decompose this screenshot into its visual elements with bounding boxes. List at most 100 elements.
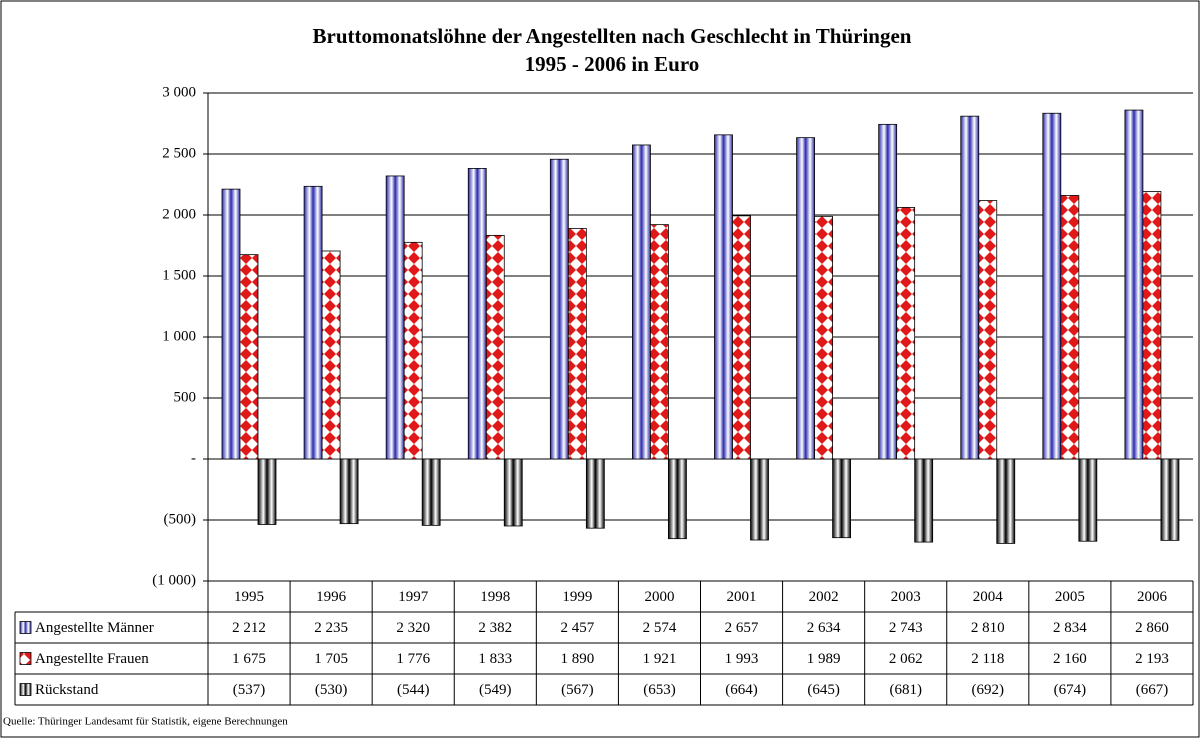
bar	[221, 188, 241, 460]
bar	[1060, 195, 1080, 460]
bar	[1160, 458, 1180, 541]
legend-key	[19, 652, 32, 665]
bar	[814, 215, 833, 460]
table-value: (549)	[479, 682, 512, 698]
bar	[978, 200, 998, 460]
bar	[650, 224, 669, 460]
table-value: (681)	[889, 682, 922, 698]
table-value: 1 776	[396, 651, 430, 667]
bar	[1042, 112, 1062, 460]
bar	[1124, 109, 1144, 460]
bar	[257, 458, 277, 525]
bar	[239, 254, 259, 460]
bar	[567, 228, 587, 460]
bar	[403, 241, 423, 460]
table-value: 1 921	[643, 651, 677, 667]
x-tick-label: 2006	[1137, 589, 1168, 605]
table-value: 1 705	[314, 651, 348, 667]
y-tick-label: 1 500	[162, 267, 196, 283]
table-value: (537)	[233, 682, 266, 698]
table-value: 2 657	[725, 620, 759, 636]
bar	[485, 234, 505, 460]
x-tick-label: 2000	[644, 589, 674, 605]
bar	[960, 115, 980, 460]
bar	[996, 458, 1016, 544]
bar	[896, 207, 916, 460]
table-value: 2 382	[478, 620, 512, 636]
table-value: (692)	[972, 682, 1005, 698]
x-tick-label: 1998	[480, 589, 510, 605]
table-value: 2 634	[807, 620, 841, 636]
bar	[585, 458, 605, 529]
table-value: 2 834	[1053, 620, 1087, 636]
chart-title: Bruttomonatslöhne der Angestellten nach …	[313, 24, 912, 48]
table-value: 1 989	[807, 651, 841, 667]
source-note: Quelle: Thüringer Landesamt für Statisti…	[3, 716, 288, 728]
legend-key	[19, 621, 32, 634]
y-tick-label: 2 000	[162, 206, 196, 222]
table-value: (674)	[1054, 682, 1087, 698]
table-value: 2 810	[971, 620, 1005, 636]
legend-label: Angestellte Frauen	[35, 651, 149, 667]
table-value: 2 457	[561, 620, 595, 636]
bar	[339, 458, 359, 525]
bar	[385, 175, 405, 460]
bar	[796, 137, 815, 460]
bar	[732, 215, 751, 460]
table-value: 2 743	[889, 620, 923, 636]
table-value: (664)	[725, 682, 758, 698]
y-tick-label: 500	[174, 389, 197, 405]
y-tick-label: 3 000	[162, 84, 196, 100]
table-value: 2 118	[971, 651, 1004, 667]
table-value: 2 320	[396, 620, 430, 636]
y-tick-label: -	[191, 450, 196, 466]
table-value: 2 235	[314, 620, 348, 636]
y-tick-label: 1 000	[162, 328, 196, 344]
bar	[321, 250, 341, 460]
legend-label: Angestellte Männer	[35, 620, 154, 636]
bar	[1078, 458, 1098, 542]
table-value: 2 062	[889, 651, 923, 667]
bar	[467, 167, 487, 460]
table-value: 1 890	[561, 651, 595, 667]
x-tick-label: 1996	[316, 589, 347, 605]
bar	[503, 458, 523, 527]
x-tick-label: 2004	[973, 589, 1004, 605]
bar	[914, 458, 934, 543]
table-value: (567)	[561, 682, 594, 698]
bar	[878, 123, 898, 460]
table-value: 2 193	[1135, 651, 1169, 667]
table-value: 2 160	[1053, 651, 1087, 667]
table-value: (645)	[807, 682, 840, 698]
table-value: (653)	[643, 682, 676, 698]
table-value: 2 212	[232, 620, 266, 636]
bar	[303, 185, 323, 460]
table-value: (544)	[397, 682, 430, 698]
y-tick-label: 2 500	[162, 145, 196, 161]
x-tick-label: 1995	[234, 589, 264, 605]
x-tick-label: 1999	[562, 589, 592, 605]
bar	[549, 158, 569, 460]
legend-label: Rückstand	[35, 682, 99, 698]
table-value: (667)	[1136, 682, 1169, 698]
x-tick-label: 1997	[398, 589, 429, 605]
table-value: 1 993	[725, 651, 759, 667]
table-value: (530)	[315, 682, 348, 698]
x-tick-label: 2005	[1055, 589, 1085, 605]
bar	[668, 458, 687, 540]
bar	[421, 458, 441, 526]
x-tick-label: 2003	[891, 589, 921, 605]
table-value: 2 574	[643, 620, 677, 636]
x-tick-label: 2001	[727, 589, 757, 605]
bar	[832, 458, 851, 539]
bar	[632, 144, 651, 460]
chart-subtitle: 1995 - 2006 in Euro	[525, 52, 700, 76]
table-value: 1 833	[478, 651, 512, 667]
x-tick-label: 2002	[809, 589, 839, 605]
bar	[750, 458, 769, 541]
y-tick-label: (500)	[164, 511, 197, 527]
table-value: 1 675	[232, 651, 266, 667]
table-value: 2 860	[1135, 620, 1169, 636]
